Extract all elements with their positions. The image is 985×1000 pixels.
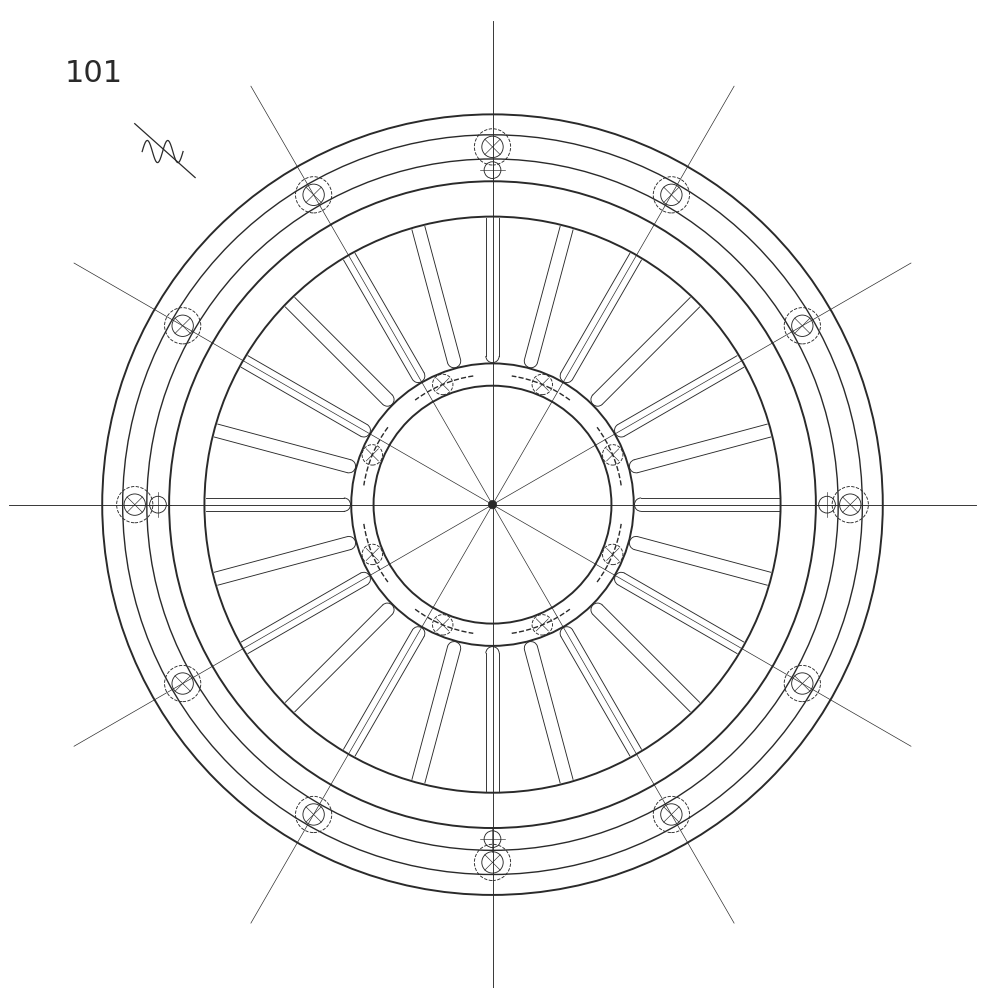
Circle shape bbox=[489, 500, 496, 509]
Text: 101: 101 bbox=[65, 59, 123, 88]
